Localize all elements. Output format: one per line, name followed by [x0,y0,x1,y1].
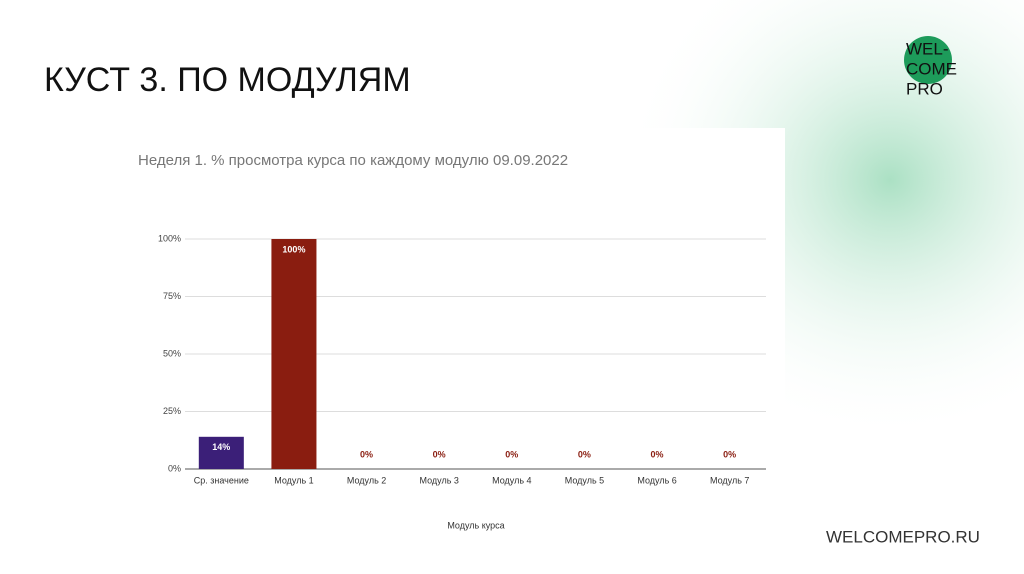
x-tick-label: Модуль 6 [637,475,676,485]
bar [198,436,244,469]
y-tick-label: 50% [163,348,181,358]
footer: WELCOMEPRO.RU [826,527,980,546]
data-label: 100% [282,244,305,254]
x-tick-label: Модуль 2 [347,475,386,485]
chart-panel [120,128,785,574]
x-tick-label: Ср. значение [194,475,249,485]
x-tick-label: Модуль 1 [274,475,313,485]
y-tick-label: 25% [163,406,181,416]
y-tick-label: 100% [158,233,181,243]
data-label: 0% [723,449,736,459]
logo-text: PRO [906,79,943,98]
x-axis-label: Модуль курса [447,520,504,530]
chart-title: Неделя 1. % просмотра курса по каждому м… [138,152,568,169]
y-tick-label: 75% [163,291,181,301]
x-tick-label: Модуль 7 [710,475,749,485]
x-tick-label: Модуль 5 [565,475,604,485]
data-label: 0% [505,449,518,459]
data-label: 0% [651,449,664,459]
logo-text: COME [906,59,957,78]
data-label: 0% [360,449,373,459]
data-label: 0% [433,449,446,459]
data-label: 0% [578,449,591,459]
logo-text: WEL- [906,39,949,58]
data-label: 14% [212,442,230,452]
y-tick-label: 0% [168,463,181,473]
logo-circle [904,36,952,84]
x-tick-label: Модуль 3 [419,475,458,485]
bar [271,239,317,469]
slide-title: КУСТ 3. ПО МОДУЛЯМ [44,61,411,99]
x-tick-label: Модуль 4 [492,475,531,485]
